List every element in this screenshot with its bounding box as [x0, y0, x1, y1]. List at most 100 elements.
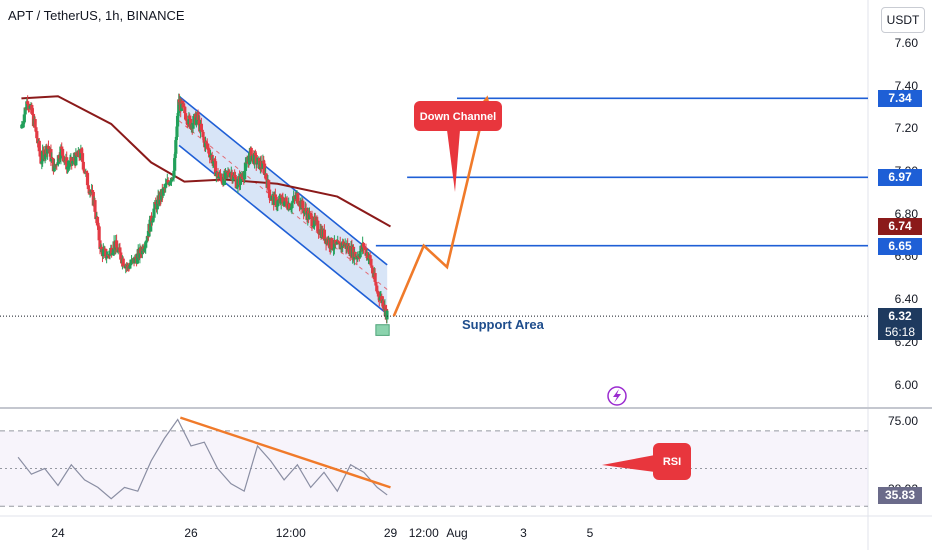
candle-body: [227, 171, 231, 176]
candle-body: [146, 236, 150, 238]
candle-body: [68, 160, 72, 167]
candle-body: [361, 242, 366, 248]
candle-body: [169, 181, 173, 183]
price-tick-label: 7.20: [894, 121, 918, 136]
candle-body: [276, 201, 280, 207]
candle-body: [21, 124, 25, 126]
candle-body: [290, 202, 294, 209]
time-tick-label: 12:00: [275, 526, 306, 540]
candle-body: [46, 146, 51, 149]
candle-body: [110, 247, 114, 255]
candle-body: [255, 163, 259, 165]
candle-body: [200, 129, 204, 132]
down-channel-label: Down Channel: [420, 111, 496, 123]
candle-body: [94, 211, 98, 220]
candle-body: [213, 159, 217, 162]
candle-body: [128, 265, 132, 269]
candle-body: [235, 186, 239, 189]
candle-body: [77, 150, 81, 157]
candle-body: [203, 141, 208, 148]
candle-body: [90, 190, 95, 192]
candle-body: [105, 254, 110, 258]
candle-body: [234, 178, 238, 189]
candle-body: [28, 105, 32, 109]
candle-body: [199, 123, 203, 130]
candle-body: [206, 147, 210, 149]
time-tick-label: 3: [520, 526, 527, 540]
candle-body: [163, 187, 167, 189]
candle-body: [164, 182, 169, 184]
candle-body: [168, 182, 172, 186]
candle-body: [262, 160, 266, 164]
candle-body: [65, 166, 70, 170]
candle-body: [130, 259, 134, 261]
candle-body: [204, 141, 208, 144]
candle-body: [357, 257, 361, 259]
projection-path: [392, 98, 489, 317]
candle-body: [100, 246, 104, 250]
candle-body: [272, 194, 277, 205]
down-channel-pointer: [447, 130, 460, 192]
candle-body: [333, 239, 337, 245]
candle-body: [297, 203, 301, 206]
candle-body: [313, 217, 317, 222]
candle-body: [91, 191, 95, 206]
candle-body: [287, 203, 292, 210]
candle-body: [30, 104, 34, 114]
channel-lower-line: [178, 144, 388, 315]
candle-body: [322, 229, 327, 241]
candle-body: [59, 146, 63, 159]
candle-body: [65, 157, 69, 170]
candle-body: [33, 119, 37, 128]
candle-body: [43, 154, 47, 159]
time-tick-label: 26: [184, 526, 198, 540]
candle-body: [20, 124, 24, 129]
candle-body: [61, 155, 66, 162]
candle-body: [134, 256, 138, 259]
candle-body: [264, 173, 268, 180]
currency-button[interactable]: USDT: [881, 7, 925, 33]
rsi-trendline: [179, 416, 391, 489]
candle-body: [98, 240, 102, 249]
candle-body: [60, 148, 65, 156]
candle-body: [41, 150, 45, 162]
candle-body: [364, 247, 368, 256]
candle-body: [288, 209, 292, 211]
candle-body: [385, 310, 389, 320]
candle-body: [336, 241, 340, 245]
candle-body: [70, 161, 75, 164]
candle-body: [63, 160, 67, 162]
candle-body: [54, 164, 58, 167]
candle-body: [41, 150, 46, 152]
candle-body: [60, 146, 64, 149]
time-tick-label: 5: [586, 526, 594, 540]
candle-body: [243, 170, 247, 180]
candle-body: [205, 143, 209, 148]
candle-body: [149, 215, 153, 232]
candle-body: [86, 185, 90, 190]
candle-body: [58, 158, 62, 160]
candle-body: [267, 189, 272, 198]
candle-body: [81, 161, 85, 170]
candle-body: [49, 149, 53, 162]
candle-body: [285, 201, 289, 208]
candle-body: [107, 255, 111, 257]
price-badge: 6.65: [878, 237, 922, 255]
candle-body: [172, 170, 176, 178]
candle-body: [196, 112, 200, 121]
candle-body: [275, 206, 279, 208]
candle-body: [192, 115, 196, 124]
symbol-title: APT / TetherUS, 1h, BINANCE: [8, 8, 185, 23]
candle-body: [46, 146, 50, 154]
candle-body: [252, 153, 257, 164]
candle-body: [85, 173, 90, 186]
candle-body: [243, 162, 248, 171]
candle-body: [174, 140, 178, 154]
candle-body: [358, 250, 362, 258]
price-badge: 6.97: [878, 169, 922, 187]
candle-body: [139, 247, 143, 254]
candle-body: [166, 180, 170, 183]
candle-body: [75, 152, 79, 156]
candle-body: [250, 155, 254, 161]
